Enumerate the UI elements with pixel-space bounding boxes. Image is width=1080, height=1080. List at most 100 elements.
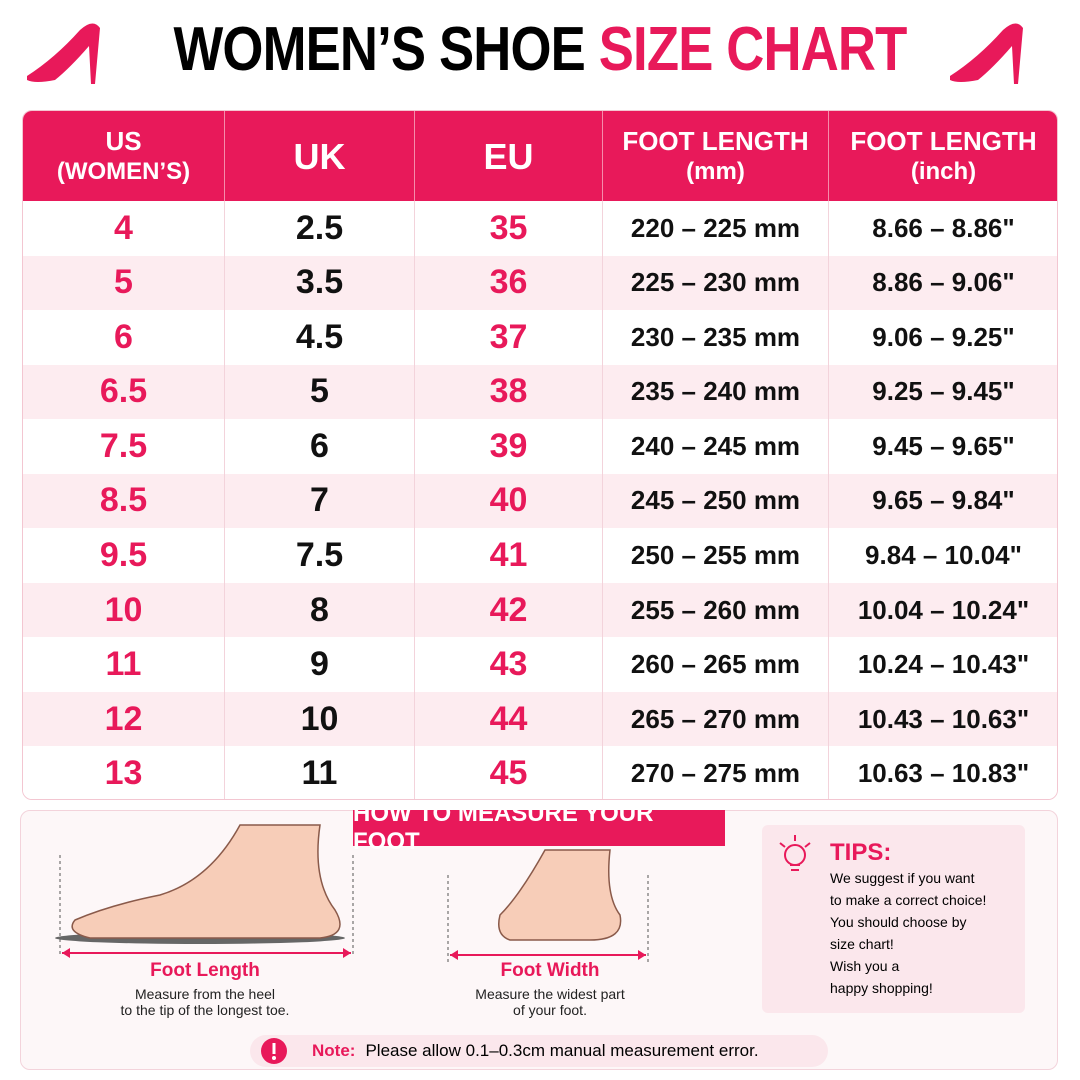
table-cell: 9 bbox=[225, 637, 415, 692]
row-background bbox=[23, 201, 1057, 256]
table-cell: 10.04 – 10.24" bbox=[829, 583, 1057, 638]
tips-line: to make a correct choice! bbox=[830, 892, 987, 908]
foot-length-illustration bbox=[55, 824, 354, 958]
header-line: US bbox=[105, 125, 142, 156]
table-cell: 8.66 – 8.86" bbox=[829, 201, 1057, 256]
table-cell: 10 bbox=[23, 582, 225, 638]
table-cell: 8.86 – 9.06" bbox=[829, 256, 1057, 311]
table-cell: 10.24 – 10.43" bbox=[829, 637, 1057, 692]
table-cell: 245 – 250 mm bbox=[603, 473, 829, 529]
row-background bbox=[23, 582, 1057, 638]
width-desc: Measure the widest part of your foot. bbox=[425, 986, 675, 1018]
table-cell: 43 bbox=[415, 637, 603, 692]
table-cell: 255 – 260 mm bbox=[603, 582, 829, 638]
note: Note: Please allow 0.1–0.3cm manual meas… bbox=[250, 1035, 828, 1067]
table-cell: 240 – 245 mm bbox=[603, 419, 829, 474]
bulb-icon bbox=[779, 835, 811, 871]
table-cell: 235 – 240 mm bbox=[603, 364, 829, 420]
table-cell: 9.65 – 9.84" bbox=[829, 474, 1057, 529]
tips-line: We suggest if you want bbox=[830, 870, 975, 886]
table-cell: 5 bbox=[23, 255, 225, 311]
header-line: (inch) bbox=[910, 158, 977, 186]
table-cell: 9.84 – 10.04" bbox=[829, 528, 1057, 583]
note-text: Please allow 0.1–0.3cm manual measuremen… bbox=[365, 1041, 759, 1060]
row-background bbox=[23, 310, 1057, 365]
title-main: WOMEN’S SHOE bbox=[173, 15, 586, 84]
table-cell: 8 bbox=[225, 582, 415, 638]
table-cell: 45 bbox=[415, 746, 603, 799]
table-cell: 5 bbox=[225, 364, 415, 420]
row-background bbox=[23, 746, 1057, 799]
foot-width-illustration bbox=[447, 849, 649, 963]
table-cell: 3.5 bbox=[225, 255, 415, 311]
table-cell: 36 bbox=[415, 255, 603, 311]
tips-line: size chart! bbox=[830, 936, 894, 952]
table-cell: 4.5 bbox=[225, 310, 415, 365]
table-cell: 9.45 – 9.65" bbox=[829, 419, 1057, 474]
desc-line: Measure the widest part bbox=[475, 986, 625, 1002]
table-cell: 4 bbox=[23, 201, 225, 256]
table-cell: 6.5 bbox=[23, 364, 225, 420]
tips-text: We suggest if you want to make a correct … bbox=[830, 867, 986, 999]
header-line: FOOT LENGTH bbox=[850, 125, 1037, 156]
table-cell: 220 – 225 mm bbox=[603, 201, 829, 256]
heel-icon-left bbox=[27, 23, 100, 84]
note-label: Note: bbox=[312, 1041, 356, 1060]
row-background bbox=[23, 637, 1057, 692]
length-label: Foot Length bbox=[150, 960, 260, 981]
table-cell: 38 bbox=[415, 364, 603, 420]
header-line: EU bbox=[483, 135, 534, 177]
alert-icon bbox=[261, 1038, 287, 1064]
table-cell: 7 bbox=[225, 473, 415, 529]
desc-line: Measure from the heel bbox=[134, 986, 276, 1002]
size-table: US (WOMEN’S) UK EU FOOT LENGTH (mm) FOOT LENGT… bbox=[22, 110, 1058, 800]
column-header: FOOT LENGTH (inch) bbox=[829, 111, 1057, 201]
tips-line: You should choose by bbox=[830, 914, 967, 930]
column-header: US (WOMEN’S) bbox=[23, 111, 225, 201]
desc-line: of your foot. bbox=[513, 1002, 587, 1018]
table-cell: 10.43 – 10.63" bbox=[829, 692, 1057, 747]
measure-title: HOW TO MEASURE YOUR FOOT bbox=[353, 800, 725, 855]
table-cell: 10 bbox=[225, 691, 415, 747]
header-line: (WOMEN’S) bbox=[56, 158, 191, 186]
row-background bbox=[23, 528, 1057, 583]
table-cell: 13 bbox=[23, 746, 225, 799]
row-background bbox=[23, 419, 1057, 474]
table-cell: 230 – 235 mm bbox=[603, 310, 829, 365]
heel-icon-right bbox=[950, 23, 1023, 84]
tips-line: Wish you a bbox=[830, 958, 900, 974]
row-background bbox=[23, 691, 1057, 747]
table-cell: 6 bbox=[23, 310, 225, 365]
title: WOMEN’S SHOE SIZE CHART bbox=[81, 14, 999, 85]
table-cell: 9.5 bbox=[23, 528, 225, 583]
title-accent: SIZE CHART bbox=[598, 15, 908, 84]
row-background bbox=[23, 473, 1057, 529]
table-cell: 265 – 270 mm bbox=[603, 691, 829, 747]
tips-title: TIPS: bbox=[830, 839, 892, 866]
tips-box: TIPS: We suggest if you want to make a co… bbox=[762, 825, 1025, 1013]
column-header: UK bbox=[225, 111, 415, 201]
header-line: (mm) bbox=[686, 158, 745, 186]
desc-line: to the tip of the longest toe. bbox=[120, 1002, 290, 1018]
table-cell: 2.5 bbox=[225, 201, 415, 256]
table-cell: 11 bbox=[23, 637, 225, 692]
table-cell: 260 – 265 mm bbox=[603, 637, 829, 692]
header-line: UK bbox=[293, 135, 346, 177]
width-label: Foot Width bbox=[500, 960, 600, 981]
table-cell: 12 bbox=[23, 691, 225, 747]
table-cell: 7.5 bbox=[225, 528, 415, 583]
row-background bbox=[23, 255, 1057, 311]
table-cell: 250 – 255 mm bbox=[603, 528, 829, 583]
table-cell: 9.25 – 9.45" bbox=[829, 365, 1057, 420]
tips-line: happy shopping! bbox=[830, 980, 933, 996]
table-cell: 39 bbox=[415, 419, 603, 474]
row-background bbox=[23, 364, 1057, 420]
table-cell: 225 – 230 mm bbox=[603, 255, 829, 311]
column-header: EU bbox=[415, 111, 603, 201]
table-cell: 41 bbox=[415, 528, 603, 583]
table-cell: 6 bbox=[225, 419, 415, 474]
header-line: FOOT LENGTH bbox=[622, 125, 809, 156]
table-cell: 7.5 bbox=[23, 419, 225, 474]
table-cell: 40 bbox=[415, 473, 603, 529]
